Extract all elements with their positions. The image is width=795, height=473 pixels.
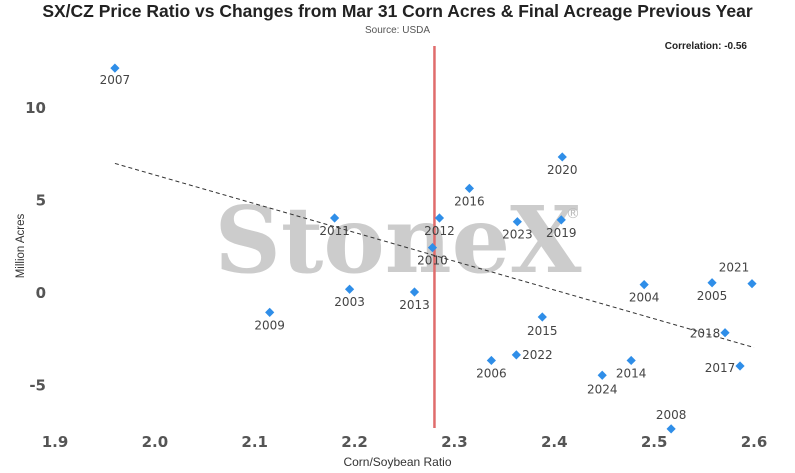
data-point: [639, 280, 649, 290]
point-label: 2011: [319, 224, 350, 238]
point-label: 2018: [690, 327, 721, 341]
x-tick-label: 2.0: [142, 433, 169, 451]
point-label: 2012: [424, 224, 455, 238]
point-label: 2004: [629, 291, 660, 305]
watermark-registered-mark: ®: [566, 206, 580, 222]
point-label: 2024: [587, 382, 618, 396]
y-tick-label: 10: [25, 99, 46, 117]
watermark-text: StoneX: [214, 186, 582, 294]
x-tick-label: 2.3: [441, 433, 468, 451]
y-tick-label: -5: [29, 377, 46, 395]
point-label: 2015: [527, 324, 558, 338]
data-point: [344, 284, 355, 294]
data-point: [434, 213, 445, 223]
data-point: [707, 278, 717, 288]
point-label: 2016: [454, 194, 485, 208]
x-tick-label: 1.9: [42, 433, 69, 451]
point-label: 2010: [417, 254, 448, 268]
data-point: [427, 243, 438, 253]
data-point: [556, 215, 566, 225]
chart-subtitle: Source: USDA: [364, 25, 431, 36]
x-tick-label: 2.5: [641, 433, 668, 451]
data-point: [110, 63, 120, 73]
point-label: 2009: [254, 318, 285, 332]
data-point: [747, 279, 757, 289]
point-label: 2005: [697, 289, 728, 303]
correlation-label: Correlation: -0.56: [664, 41, 747, 52]
point-label: 2014: [616, 366, 647, 380]
data-point: [557, 152, 567, 162]
data-point: [330, 213, 340, 223]
data-point: [735, 361, 745, 371]
point-label: 2008: [656, 408, 687, 422]
point-label: 2022: [522, 348, 553, 362]
x-tick-label: 2.6: [741, 433, 768, 451]
watermark: StoneX®: [214, 186, 582, 294]
point-label: 2023: [502, 228, 533, 242]
data-point: [409, 287, 420, 297]
x-tick-label: 2.1: [241, 433, 268, 451]
point-label: 2006: [476, 366, 507, 380]
trend-line: [114, 162, 755, 348]
data-point: [265, 307, 275, 317]
point-label: 2019: [546, 226, 577, 240]
point-label: 2021: [719, 261, 750, 275]
data-point: [720, 328, 730, 338]
data-point: [537, 312, 547, 322]
data-point: [486, 355, 496, 366]
data-point: [666, 424, 676, 434]
x-tick-label: 2.4: [541, 433, 568, 451]
point-label: 2013: [399, 298, 430, 312]
point-label: 2017: [705, 361, 736, 375]
data-point: [512, 217, 522, 227]
data-point: [464, 183, 475, 193]
point-label: 2007: [100, 73, 131, 87]
x-tick-label: 2.2: [341, 433, 368, 451]
y-tick-label: 5: [36, 192, 46, 210]
data-point: [511, 350, 521, 360]
chart-title: SX/CZ Price Ratio vs Changes from Mar 31…: [42, 1, 753, 21]
point-label: 2020: [547, 163, 578, 177]
point-label: 2003: [334, 295, 365, 309]
y-tick-label: 0: [36, 284, 46, 302]
x-axis-label: Corn/Soybean Ratio: [343, 455, 452, 469]
data-point: [626, 355, 636, 366]
data-point: [597, 370, 607, 380]
